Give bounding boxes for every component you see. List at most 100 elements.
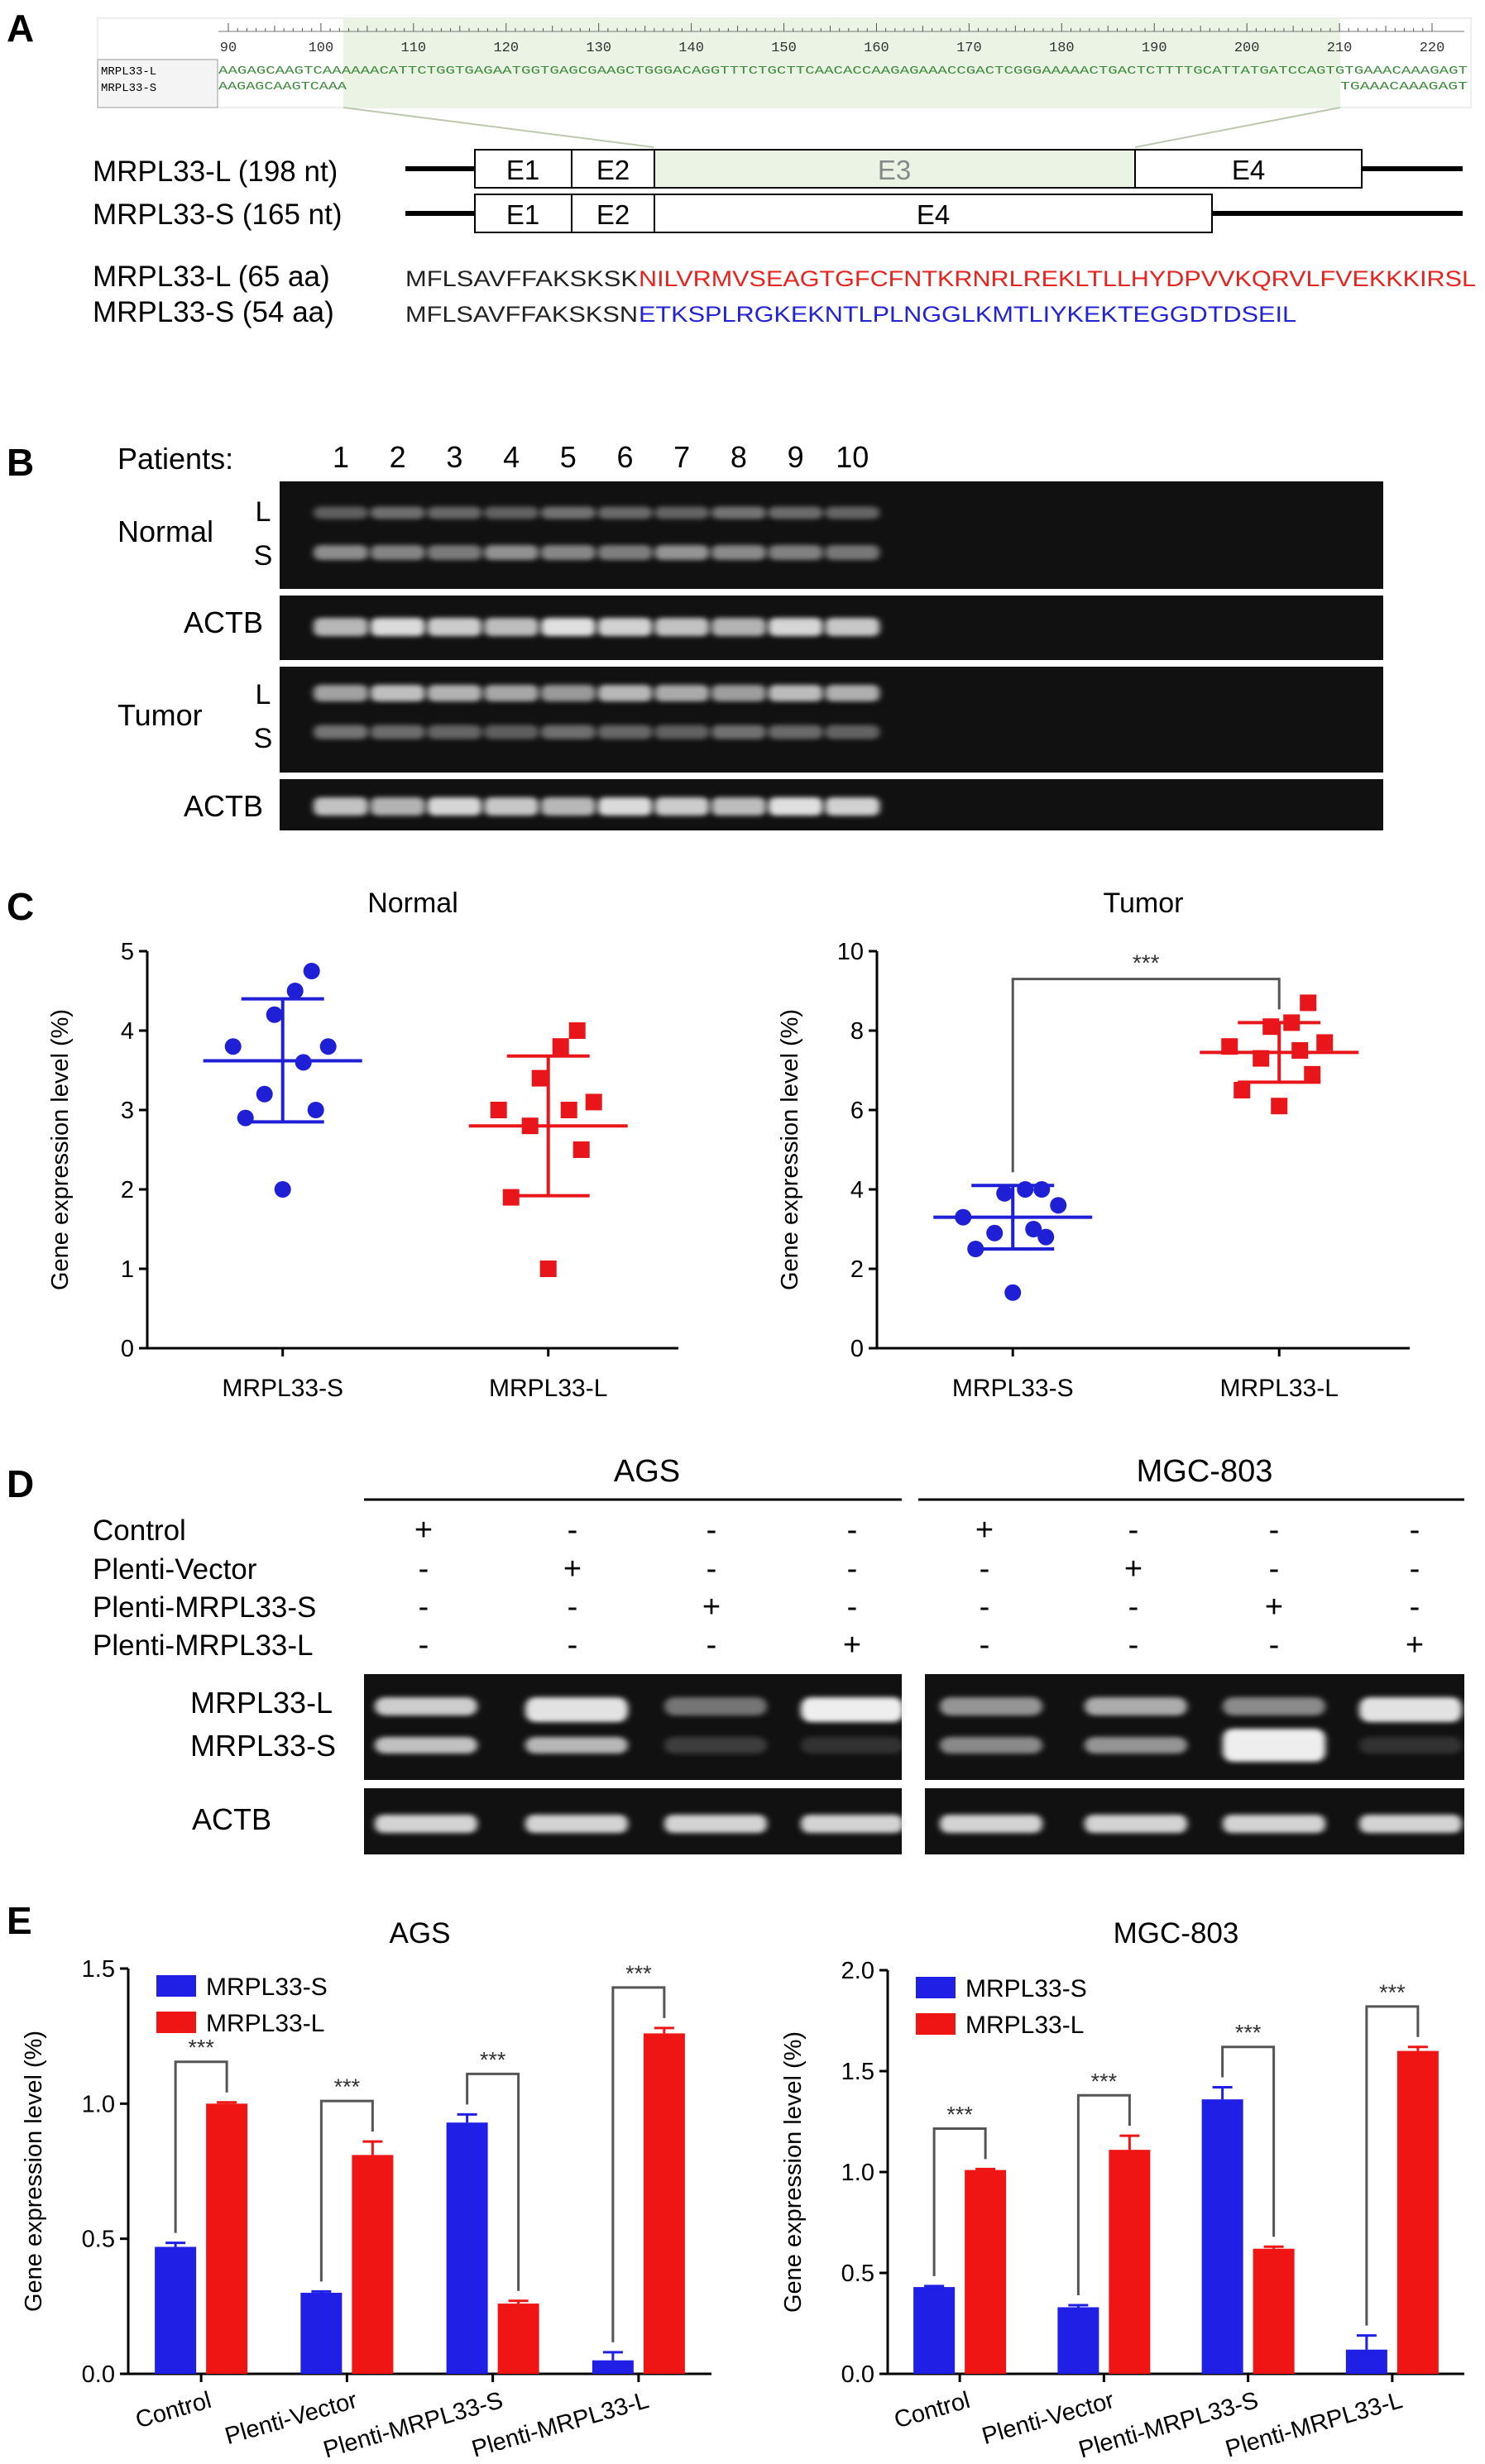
gel-band	[711, 685, 766, 701]
gel-band	[484, 545, 539, 560]
panel-d: D AGS MGC-803 Control Plenti-Vector Plen…	[7, 1454, 1464, 1854]
data-point	[303, 963, 320, 979]
patient-number: 2	[390, 440, 406, 474]
condition-sign: +	[1406, 1628, 1424, 1663]
significance-bracket	[1221, 2045, 1276, 2237]
condition-sign: -	[568, 1590, 578, 1624]
y-tick-label: 1.0	[841, 2160, 874, 2186]
bar-mrpl33-s	[1057, 2307, 1099, 2374]
x-tick-label: MRPL33-L	[1220, 1375, 1339, 1402]
gel-band	[711, 506, 766, 519]
legend-label-mrpl33-l: MRPL33-L	[965, 2012, 1084, 2039]
row-actb-2-label: ACTB	[184, 789, 263, 823]
gel-band	[825, 725, 880, 739]
gel-band	[370, 545, 425, 560]
band-tumor-l-label: L	[256, 679, 271, 710]
data-point	[568, 1022, 586, 1039]
gel-band	[597, 797, 653, 816]
alignment-name-s: MRPL33-S	[101, 82, 156, 95]
gel-band	[314, 545, 368, 560]
gel-band	[1223, 1697, 1325, 1715]
band-normal-s-label: S	[254, 540, 273, 572]
condition-sign: -	[707, 1552, 717, 1586]
legend-swatch-mrpl33-l	[916, 2013, 956, 2035]
bar-mrpl33-l	[206, 2103, 248, 2374]
zoom-line-left	[343, 107, 654, 148]
gel-d-mrpl33s-label: MRPL33-S	[190, 1729, 336, 1763]
condition-sign: -	[1269, 1513, 1280, 1548]
gel-band	[940, 1737, 1042, 1754]
bar-mrpl33-l	[1253, 2248, 1295, 2374]
gel-band	[940, 1697, 1042, 1715]
data-point	[1221, 1038, 1238, 1055]
alignment-name-l: MRPL33-L	[101, 65, 156, 79]
condition-sign: -	[1410, 1552, 1420, 1586]
y-tick-label: 1.0	[82, 2091, 115, 2117]
patient-number: 1	[333, 440, 349, 474]
gel-band	[597, 506, 653, 519]
x-tick-label: Control	[891, 2387, 973, 2434]
y-tick-label: 2.0	[841, 1958, 874, 1984]
gel-band	[540, 725, 596, 739]
y-tick-label: 0.5	[82, 2227, 115, 2253]
significance-bracket	[1011, 978, 1281, 1173]
panel-e-label: E	[7, 1899, 32, 1942]
gel-band	[427, 618, 482, 636]
significance-label: ***	[625, 1961, 652, 1986]
bar-mrpl33-s	[913, 2287, 956, 2374]
gel-band	[370, 685, 425, 701]
ruler-label: 200	[1234, 41, 1260, 56]
gel-band	[1223, 1729, 1325, 1762]
y-tick-label: 4	[121, 1018, 134, 1045]
condition-sign: -	[707, 1513, 717, 1548]
panel-c-label: C	[7, 885, 34, 928]
gel-band	[825, 618, 880, 636]
exon-s-e1-label: E1	[506, 199, 539, 230]
condition-sign: -	[568, 1513, 578, 1548]
y-tick-label: 0	[850, 1336, 864, 1362]
condition-sign: -	[707, 1628, 717, 1663]
patient-number: 6	[616, 440, 633, 474]
condition-sign: -	[1128, 1513, 1139, 1548]
data-point	[319, 1038, 337, 1055]
data-point	[256, 1085, 273, 1103]
chart-title: MGC-803	[1114, 1917, 1239, 1950]
y-tick-label: 6	[850, 1098, 864, 1124]
gel-band	[801, 1815, 903, 1833]
significance-label: ***	[1235, 2021, 1262, 2045]
data-point	[1004, 1284, 1022, 1301]
data-point	[986, 1224, 1004, 1242]
gel-d-actb-label: ACTB	[192, 1802, 271, 1836]
ruler-label: 210	[1327, 41, 1353, 56]
ruler-label: 120	[493, 41, 519, 56]
gel-band	[597, 685, 653, 701]
data-point	[552, 1038, 569, 1055]
gel-band	[427, 506, 482, 519]
cond-control-label: Control	[93, 1514, 186, 1547]
bar-mrpl33-s	[155, 2246, 197, 2374]
data-point	[237, 1109, 254, 1127]
data-point	[1304, 1065, 1321, 1083]
condition-sign: -	[1269, 1628, 1280, 1663]
gel-band	[484, 618, 539, 636]
gel-band	[825, 506, 880, 519]
gels-b	[280, 481, 1383, 830]
y-axis-label: Gene expression level (%)	[777, 1009, 803, 1290]
y-axis-label: Gene expression level (%)	[21, 2031, 47, 2312]
gel-band	[768, 545, 823, 560]
gel-band	[711, 545, 766, 560]
data-point	[1017, 1181, 1034, 1198]
group-mgc803-label: MGC-803	[1137, 1454, 1273, 1489]
protein-l: MRPL33-L (65 aa) MFLSAVFFAKSKSK NILVRMVS…	[93, 261, 1476, 293]
gel-band	[427, 545, 482, 560]
gel-band	[314, 725, 368, 739]
data-point	[1037, 1228, 1055, 1246]
data-point	[1234, 1082, 1251, 1098]
y-tick-label: 0	[121, 1336, 134, 1362]
bar-mrpl33-s	[1345, 2349, 1387, 2374]
condition-sign: -	[980, 1628, 990, 1663]
exon-s-e1	[474, 194, 572, 233]
x-tick-label: Control	[132, 2387, 214, 2434]
gel-band	[654, 685, 710, 701]
protein-s-common: MFLSAVFFAKSKSN	[405, 302, 638, 327]
